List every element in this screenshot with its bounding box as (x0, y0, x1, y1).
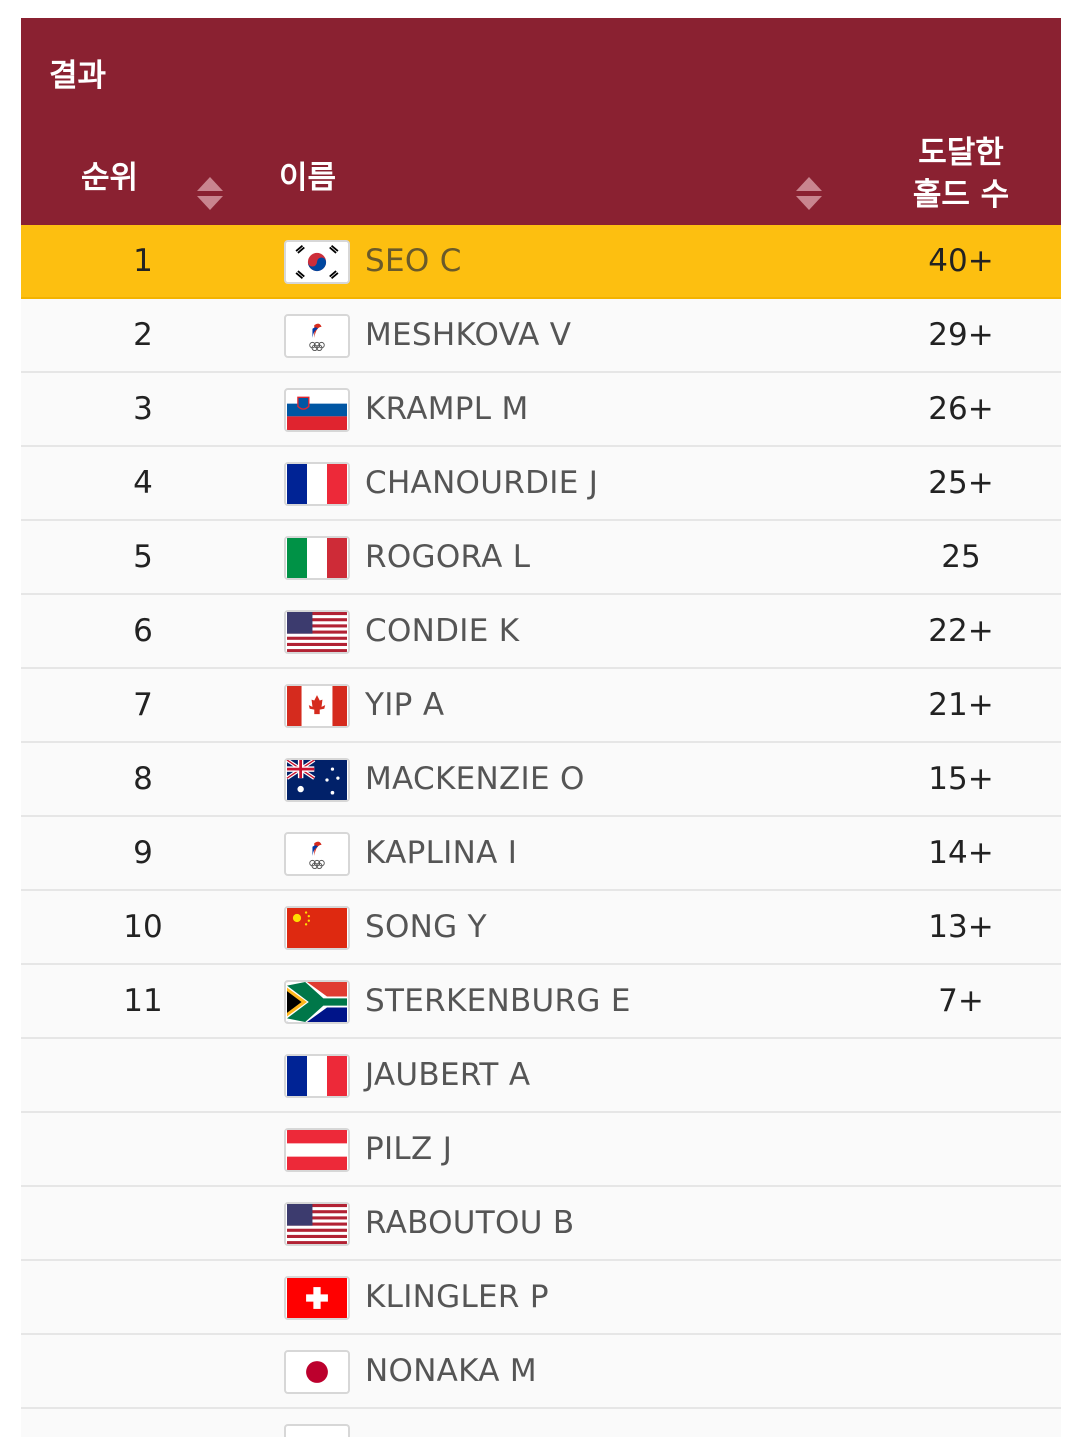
holds-cell (881, 1261, 1041, 1333)
rsa-flag-icon (284, 980, 350, 1024)
rank-cell: 8 (133, 761, 153, 797)
flag-icon-partial (284, 1424, 350, 1437)
holds-cell: 22+ (928, 613, 994, 649)
rank-cell (83, 1039, 203, 1111)
results-table: 결과 순위 이름 도달한 홀드 수 1 SEO C 40+ 2 MESHKOVA V 29… (21, 18, 1061, 1437)
athlete-name[interactable]: MESHKOVA V (365, 317, 572, 353)
holds-cell (881, 1113, 1041, 1185)
rank-cell: 7 (133, 687, 153, 723)
rank-cell: 3 (133, 391, 153, 427)
holds-cell: 25 (941, 539, 981, 575)
table-row[interactable]: 7 YIP A 21+ (21, 669, 1061, 743)
results-rows: 1 SEO C 40+ 2 MESHKOVA V 29+ 3 KRAMPL M 26+ 4 CHAN… (21, 225, 1061, 1409)
athlete-name[interactable]: JAUBERT A (365, 1057, 531, 1093)
jpn-flag-icon (284, 1350, 350, 1394)
name-sort-icon[interactable] (796, 177, 822, 211)
table-row[interactable]: 10 SONG Y 13+ (21, 891, 1061, 965)
athlete-name[interactable]: MACKENZIE O (365, 761, 585, 797)
athlete-name[interactable]: ROGORA L (365, 539, 531, 575)
roc-flag-icon (284, 314, 350, 358)
athlete-name[interactable]: RABOUTOU B (365, 1205, 575, 1241)
holds-cell (881, 1335, 1041, 1407)
results-title: 결과 (49, 58, 107, 94)
holds-cell: 29+ (928, 317, 994, 353)
holds-cell: 40+ (928, 243, 994, 279)
table-row[interactable]: 9 KAPLINA I 14+ (21, 817, 1061, 891)
athlete-name[interactable]: YIP A (365, 687, 445, 723)
table-row-partial (21, 1409, 1061, 1437)
rank-cell (83, 1261, 203, 1333)
fra-flag-icon (284, 1054, 350, 1098)
table-row[interactable]: 11 STERKENBURG E 7+ (21, 965, 1061, 1039)
table-row[interactable]: PILZ J (21, 1113, 1061, 1187)
table-row[interactable]: NONAKA M (21, 1335, 1061, 1409)
athlete-name[interactable]: CHANOURDIE J (365, 465, 599, 501)
sui-flag-icon (284, 1276, 350, 1320)
rank-cell: 6 (133, 613, 153, 649)
rank-cell: 11 (123, 983, 163, 1019)
aut-flag-icon (284, 1128, 350, 1172)
table-row[interactable]: JAUBERT A (21, 1039, 1061, 1113)
table-row[interactable]: 3 KRAMPL M 26+ (21, 373, 1061, 447)
holds-cell: 15+ (928, 761, 994, 797)
rank-cell: 9 (133, 835, 153, 871)
holds-cell (881, 1039, 1041, 1111)
holds-header-line1: 도달한 (918, 135, 1004, 171)
can-flag-icon (284, 684, 350, 728)
rank-cell: 4 (133, 465, 153, 501)
athlete-name[interactable]: KLINGLER P (365, 1279, 549, 1315)
athlete-name[interactable]: CONDIE K (365, 613, 520, 649)
results-header: 결과 순위 이름 도달한 홀드 수 (21, 18, 1061, 225)
athlete-name[interactable]: NONAKA M (365, 1353, 537, 1389)
table-row[interactable]: KLINGLER P (21, 1261, 1061, 1335)
table-row[interactable]: 1 SEO C 40+ (21, 225, 1061, 299)
roc-flag-icon (284, 832, 350, 876)
athlete-name[interactable]: KAPLINA I (365, 835, 518, 871)
holds-cell: 21+ (928, 687, 994, 723)
athlete-name[interactable]: KRAMPL M (365, 391, 529, 427)
fra-flag-icon (284, 462, 350, 506)
rank-column-header[interactable]: 순위 (81, 160, 139, 196)
rank-sort-icon[interactable] (197, 177, 223, 211)
holds-column-header[interactable]: 도달한 홀드 수 (881, 132, 1041, 216)
table-row[interactable]: 4 CHANOURDIE J 25+ (21, 447, 1061, 521)
table-row[interactable]: 5 ROGORA L 25 (21, 521, 1061, 595)
holds-cell: 14+ (928, 835, 994, 871)
rank-cell: 1 (133, 243, 153, 279)
table-row[interactable]: RABOUTOU B (21, 1187, 1061, 1261)
table-row[interactable]: 8 MACKENZIE O 15+ (21, 743, 1061, 817)
ita-flag-icon (284, 536, 350, 580)
aus-flag-icon (284, 758, 350, 802)
holds-cell: 26+ (928, 391, 994, 427)
slo-flag-icon (284, 388, 350, 432)
table-row[interactable]: 2 MESHKOVA V 29+ (21, 299, 1061, 373)
usa-flag-icon (284, 610, 350, 654)
rank-cell (83, 1187, 203, 1259)
rank-cell (83, 1335, 203, 1407)
athlete-name[interactable]: PILZ J (365, 1131, 453, 1167)
kor-flag-icon (284, 240, 350, 284)
holds-cell: 25+ (928, 465, 994, 501)
name-column-header[interactable]: 이름 (279, 160, 337, 196)
athlete-name[interactable]: STERKENBURG E (365, 983, 631, 1019)
table-row[interactable]: 6 CONDIE K 22+ (21, 595, 1061, 669)
athlete-name[interactable]: SONG Y (365, 909, 487, 945)
holds-cell (881, 1187, 1041, 1259)
rank-cell: 2 (133, 317, 153, 353)
holds-header-line2: 홀드 수 (912, 177, 1010, 213)
holds-cell: 7+ (938, 983, 984, 1019)
rank-cell: 10 (123, 909, 163, 945)
holds-cell: 13+ (928, 909, 994, 945)
athlete-name[interactable]: SEO C (365, 243, 462, 279)
rank-cell: 5 (133, 539, 153, 575)
chn-flag-icon (284, 906, 350, 950)
rank-cell (83, 1113, 203, 1185)
usa-flag-icon (284, 1202, 350, 1246)
